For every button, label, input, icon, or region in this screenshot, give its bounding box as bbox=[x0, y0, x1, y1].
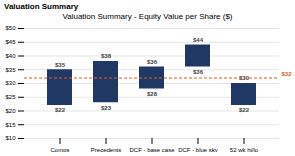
svg-text:DCF - base case: DCF - base case bbox=[129, 147, 175, 152]
html-text:Valuation Summary - Equity Val: Valuation Summary - Equity Value per Sha… bbox=[62, 12, 233, 21]
svg-text:$10: $10 bbox=[5, 135, 16, 141]
svg-text:$35: $35 bbox=[55, 62, 66, 68]
svg-text:$35: $35 bbox=[5, 67, 16, 73]
svg-text:$32: $32 bbox=[282, 71, 293, 77]
svg-text:$30: $30 bbox=[5, 80, 16, 86]
svg-text:$22: $22 bbox=[55, 107, 66, 113]
svg-text:Comps: Comps bbox=[50, 147, 69, 152]
svg-text:$36: $36 bbox=[193, 69, 204, 75]
svg-text:$44: $44 bbox=[193, 37, 204, 43]
svg-text:$30: $30 bbox=[239, 75, 249, 82]
svg-text:$22: $22 bbox=[239, 107, 250, 113]
svg-text:$50: $50 bbox=[5, 25, 16, 31]
svg-text:$38: $38 bbox=[101, 53, 112, 59]
svg-text:$15: $15 bbox=[5, 122, 16, 128]
svg-text:$36: $36 bbox=[147, 59, 158, 65]
svg-text:$23: $23 bbox=[101, 105, 112, 111]
svg-text:$45: $45 bbox=[5, 39, 16, 45]
svg-text:$25: $25 bbox=[5, 94, 16, 100]
svg-text:$40: $40 bbox=[5, 53, 16, 59]
svg-text:$28: $28 bbox=[147, 91, 158, 97]
svg-text:DCF - blue sky: DCF - blue sky bbox=[178, 147, 218, 152]
svg-text:$20: $20 bbox=[5, 108, 16, 114]
svg-text:Precedents: Precedents bbox=[91, 147, 121, 152]
svg-text:52 wk hi/lo: 52 wk hi/lo bbox=[230, 147, 259, 152]
html-text:Valuation Summary: Valuation Summary bbox=[4, 2, 79, 11]
